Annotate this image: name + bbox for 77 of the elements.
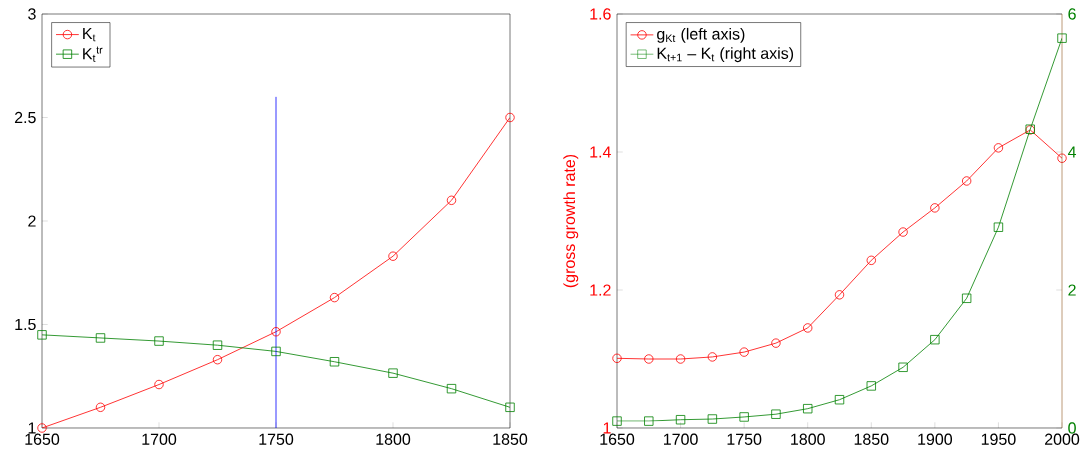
point (95, 333, 106, 343)
y-tick-label: 1 (603, 422, 611, 434)
point (898, 227, 908, 237)
y-tick-label: 1.4 (590, 146, 611, 158)
point (37, 423, 47, 433)
x-tick-label: 1700 (142, 433, 177, 445)
point (644, 354, 654, 364)
point (803, 323, 813, 333)
point (1057, 153, 1067, 163)
point (612, 416, 622, 426)
y-tick-label: 1 (28, 422, 36, 434)
point (505, 402, 515, 412)
point (644, 416, 654, 426)
point (505, 112, 515, 123)
y-axis-title: (gross growth rate) (563, 154, 579, 288)
x-tick-label: 1800 (791, 433, 825, 445)
x-tick-label: 1650 (600, 433, 635, 445)
x-tick-label: 1750 (727, 433, 762, 445)
point (675, 354, 686, 364)
legend-label: g$_{Kt}$ (left axis) (657, 27, 745, 43)
point (834, 290, 845, 300)
point (37, 330, 47, 340)
point (707, 352, 718, 362)
point (329, 357, 340, 367)
point (930, 335, 940, 345)
point (388, 368, 398, 378)
point (612, 353, 622, 363)
y2-tick-label: 6 (1068, 8, 1076, 20)
legend-label: K$_{t}$ (83, 27, 96, 42)
point (154, 379, 164, 390)
point (834, 395, 845, 405)
point (707, 414, 718, 424)
x-tick-label: 1800 (376, 433, 411, 445)
point (930, 203, 940, 213)
y-tick-label: 2 (28, 215, 36, 227)
point (866, 381, 876, 391)
y-tick-label: 1.5 (15, 318, 36, 331)
point (993, 222, 1004, 232)
point (271, 327, 281, 337)
x-tick-label: 1650 (25, 433, 60, 445)
x-tick-label: 1850 (493, 433, 528, 445)
point (961, 176, 972, 186)
point (154, 336, 164, 346)
point (898, 362, 908, 372)
point (1057, 33, 1067, 43)
point (739, 412, 749, 422)
y2-tick-label: 4 (1067, 146, 1077, 158)
x-tick-label: 1700 (663, 433, 698, 445)
point (271, 346, 281, 357)
point (739, 347, 749, 357)
point (329, 292, 340, 303)
x-tick-label: 1750 (259, 433, 294, 445)
legend-label: K$_{t}$tr (83, 46, 103, 62)
x-tick-label: 1850 (854, 433, 889, 445)
x-tick-label: 1950 (981, 433, 1016, 445)
legend-label: K$_{t+1}$ – K$_{t}$ (right axis) (657, 47, 794, 63)
y-tick-label: 1.6 (590, 8, 611, 20)
point (961, 293, 972, 303)
x-tick-label: 2000 (1045, 433, 1080, 445)
point (446, 384, 457, 394)
y-tick-label: 3 (28, 8, 36, 20)
point (866, 255, 876, 265)
point (212, 355, 223, 365)
point (993, 143, 1004, 153)
y-tick-label: 2.5 (14, 111, 36, 124)
y2-tick-label: 0 (1068, 422, 1076, 434)
point (803, 404, 813, 414)
point (388, 251, 398, 261)
point (771, 409, 781, 419)
y2-tick-label: 2 (1068, 284, 1076, 296)
y-tick-label: 1.2 (590, 284, 611, 296)
point (95, 402, 106, 412)
x-tick-label: 1900 (918, 433, 953, 445)
point (446, 195, 457, 205)
point (212, 340, 223, 350)
point (675, 415, 686, 425)
point (771, 338, 781, 348)
